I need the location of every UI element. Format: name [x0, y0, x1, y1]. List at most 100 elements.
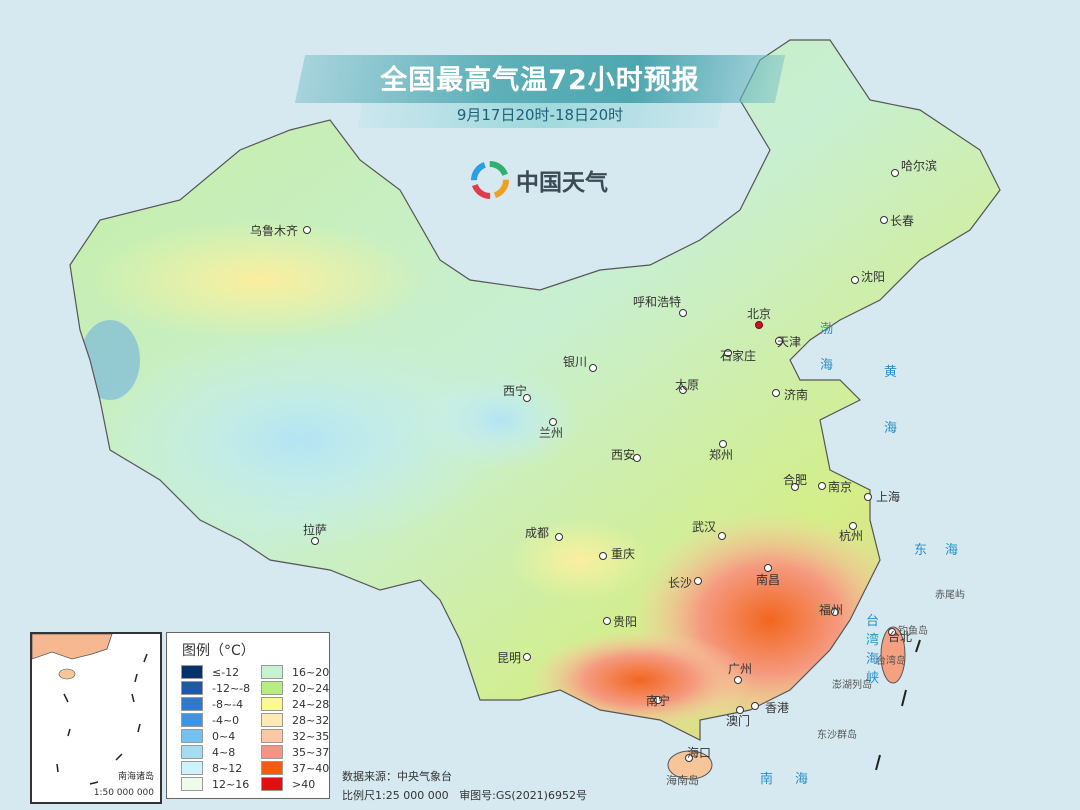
city-marker-icon	[864, 493, 872, 501]
review-number: 审图号:GS(2021)6952号	[459, 789, 587, 802]
legend-item: -4~0	[181, 713, 239, 727]
city-marker-icon	[851, 276, 859, 284]
map-scale: 比例尺1:25 000 000	[342, 789, 449, 802]
city-label: 哈尔滨	[901, 159, 938, 173]
legend-item: 35~37	[261, 745, 329, 759]
city-marker-icon	[685, 754, 693, 762]
city-marker-icon	[633, 454, 641, 462]
city-label: 郑州	[709, 448, 734, 462]
map-title: 全国最高气温72小时预报	[380, 65, 700, 96]
legend-item: 8~12	[181, 761, 242, 775]
legend-label: 0~4	[212, 729, 236, 743]
legend-title: 图例（°C）	[182, 643, 255, 659]
legend-swatch	[181, 713, 203, 727]
legend-swatch	[261, 761, 283, 775]
city-label: 杭州	[839, 529, 864, 543]
city-marker-icon	[831, 608, 839, 616]
legend-swatch	[181, 681, 203, 695]
city-marker-icon	[599, 552, 607, 560]
legend-swatch	[181, 777, 203, 791]
city-marker-icon	[791, 483, 799, 491]
legend-label: 8~12	[212, 761, 243, 775]
city-label: 合肥	[783, 473, 808, 487]
legend-item: 37~40	[261, 761, 329, 775]
legend-swatch	[181, 745, 203, 759]
legend-label: -12~-8	[212, 681, 251, 695]
city-label: 长春	[890, 214, 915, 228]
legend-item: ≤-12	[181, 665, 239, 679]
city-label: 武汉	[692, 520, 717, 534]
legend-item: -8~-4	[181, 697, 243, 711]
legend-label: 24~28	[292, 697, 330, 711]
legend-swatch	[261, 777, 283, 791]
city-marker-icon	[891, 169, 899, 177]
island-taiwan: 台湾岛	[876, 656, 906, 667]
city-label: 台北	[888, 630, 913, 644]
city-marker-icon	[880, 216, 888, 224]
island-hainan: 海南岛	[666, 774, 699, 787]
city-label: 银川	[563, 355, 588, 369]
legend-swatch	[181, 697, 203, 711]
city-marker-icon	[736, 706, 744, 714]
city-marker-icon	[589, 364, 597, 372]
city-label: 南京	[828, 480, 853, 494]
city-label: 贵阳	[613, 615, 638, 629]
city-marker-icon	[751, 702, 759, 710]
city-marker-icon	[818, 482, 826, 490]
city-marker-icon	[523, 394, 531, 402]
inset-scale: 1:50 000 000	[93, 788, 154, 798]
city-marker-icon	[603, 617, 611, 625]
city-marker-icon	[772, 389, 780, 397]
china-weather-swirl-logo-icon	[471, 161, 509, 199]
legend-item: 16~20	[261, 665, 329, 679]
south-china-sea-inset: 南海诸岛 1:50 000 000	[30, 632, 162, 804]
city-label: 拉萨	[303, 523, 328, 537]
island-chiwei: 赤尾屿	[935, 590, 965, 601]
city-marker-icon	[718, 532, 726, 540]
legend-item: 32~35	[261, 729, 329, 743]
city-marker-icon	[849, 522, 857, 530]
city-label: 香港	[765, 701, 790, 715]
city-marker-icon	[724, 349, 732, 357]
legend-label: 32~35	[292, 729, 330, 743]
city-marker-icon	[888, 628, 896, 636]
city-label: 呼和浩特	[633, 295, 682, 309]
legend-label: 35~37	[292, 745, 330, 759]
city-label: 北京	[747, 307, 772, 321]
legend-label: -4~0	[212, 713, 240, 727]
city-label: 兰州	[539, 426, 564, 440]
city-marker-icon	[523, 653, 531, 661]
legend-swatch	[261, 681, 283, 695]
city-marker-icon	[303, 226, 311, 234]
legend-label: ≤-12	[212, 665, 240, 679]
legend-swatch	[181, 761, 203, 775]
city-label: 西安	[611, 448, 636, 462]
legend-label: -8~-4	[212, 697, 244, 711]
footer-scale-review: 比例尺1:25 000 000 审图号:GS(2021)6952号	[342, 787, 587, 803]
legend-swatch	[261, 713, 283, 727]
legend-swatch	[261, 729, 283, 743]
city-marker-icon	[654, 696, 662, 704]
city-label: 天津	[777, 335, 802, 349]
legend-label: 37~40	[292, 761, 330, 775]
city-marker-icon	[549, 418, 557, 426]
legend-item: -12~-8	[181, 681, 250, 695]
island-dongsha: 东沙群岛	[817, 730, 857, 741]
city-marker-icon	[775, 337, 783, 345]
island-penghu: 澎湖列岛	[832, 680, 872, 691]
city-marker-icon	[555, 533, 563, 541]
city-label: 石家庄	[720, 349, 757, 363]
city-marker-icon	[764, 564, 772, 572]
legend-label: 16~20	[292, 665, 330, 679]
map-subtitle: 9月17日20时-18日20时	[456, 106, 624, 124]
city-label: 福州	[819, 603, 844, 617]
legend: 图例（°C） ≤-12 -12~-8 -8~-4 -4~0 0~4 4~8 8~12 12~1…	[166, 632, 330, 799]
legend-swatch	[261, 697, 283, 711]
logo-text: 中国天气	[516, 170, 608, 196]
legend-swatch	[181, 665, 203, 679]
china-weather-logo: 中国天气	[470, 160, 608, 200]
city-marker-icon	[719, 440, 727, 448]
city-marker-icon	[694, 577, 702, 585]
city-marker-icon	[679, 309, 687, 317]
city-label: 沈阳	[861, 270, 886, 284]
